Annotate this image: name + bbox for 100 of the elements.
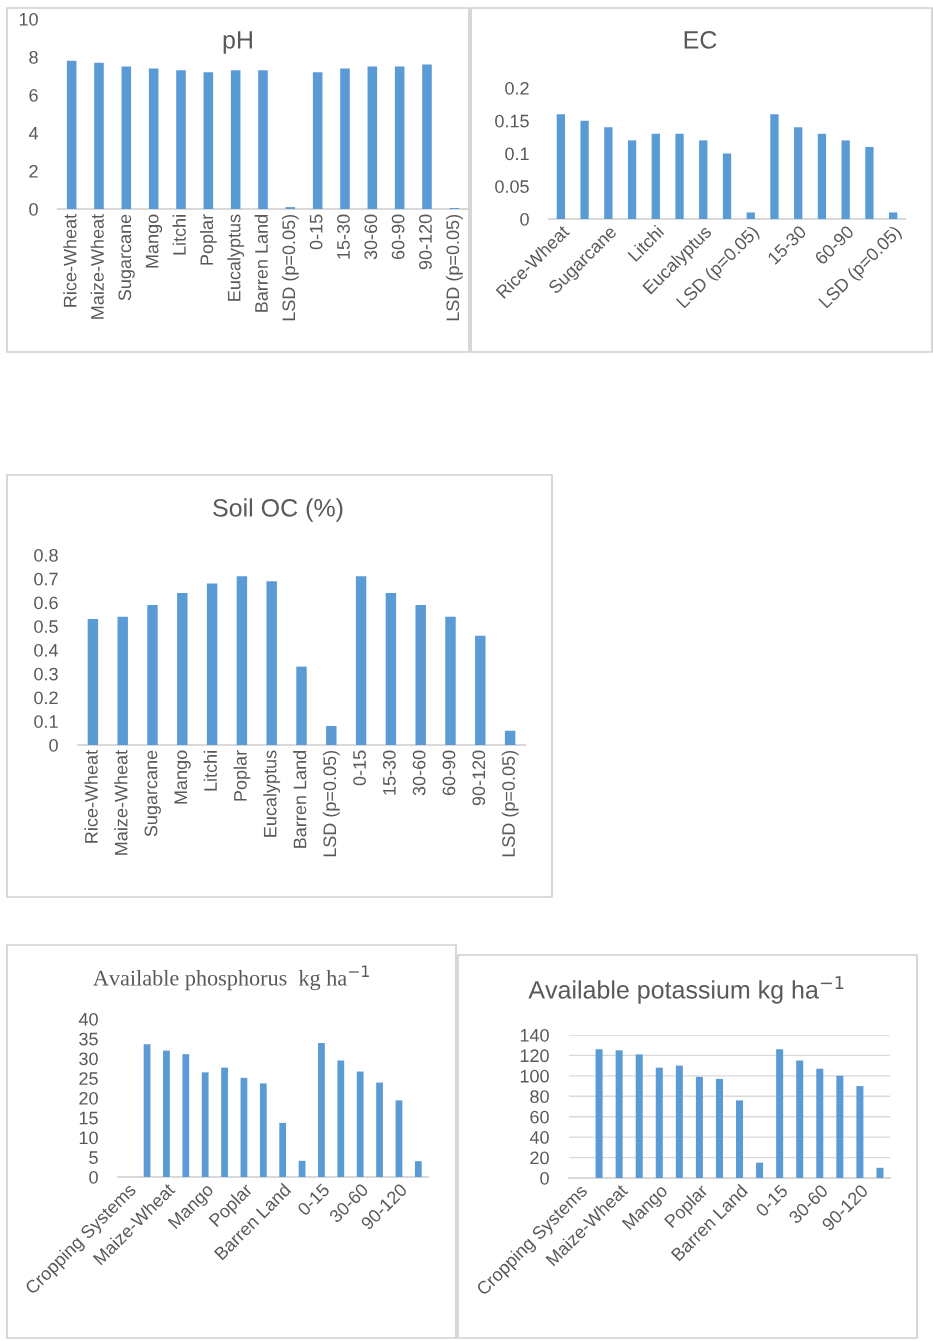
bar xyxy=(206,583,218,745)
bar xyxy=(756,1162,764,1178)
chart-title: EC xyxy=(684,31,717,49)
bar xyxy=(836,1075,844,1178)
bar xyxy=(770,114,779,219)
bar xyxy=(87,619,99,745)
y-tick-label: 10 xyxy=(19,12,38,26)
y-tick-label: 0 xyxy=(29,202,38,216)
y-tick-label: 25 xyxy=(79,1072,98,1085)
bar xyxy=(367,66,378,209)
x-tick-label: LSD (p=0.05) xyxy=(322,750,340,857)
y-tick-label: 0.4 xyxy=(34,643,59,657)
x-tick-label: Maize-Wheat xyxy=(90,213,104,319)
bar xyxy=(655,1067,663,1178)
y-tick-label: 40 xyxy=(78,1012,98,1026)
x-tick-label: 90-120 xyxy=(419,214,432,270)
bar xyxy=(635,1054,643,1178)
bar xyxy=(475,635,486,745)
x-tick-label: 30-60 xyxy=(412,750,426,796)
bar xyxy=(340,68,350,209)
y-tick-label: 0.15 xyxy=(495,114,529,128)
y-tick-label: 35 xyxy=(79,1032,98,1046)
chart-title: Available potassium kg ha$^{−1}$ xyxy=(528,976,844,1004)
bar xyxy=(841,140,850,219)
bar xyxy=(337,1060,345,1177)
y-tick-label: 0.6 xyxy=(34,596,58,610)
y-tick-label: 60 xyxy=(530,1110,549,1124)
x-tick-label: Sugarcane xyxy=(144,750,161,837)
y-tick-label: 0.1 xyxy=(34,715,58,728)
bar xyxy=(675,1065,683,1178)
x-tick-label: Barren Land xyxy=(254,215,268,312)
x-tick-label: LSD (p=0.05) xyxy=(281,214,299,321)
x-tick-label: 60-90 xyxy=(391,214,405,260)
bar xyxy=(776,1049,784,1178)
x-tick-label: 0-15 xyxy=(353,750,366,786)
bar xyxy=(699,140,708,219)
bar xyxy=(796,1060,804,1178)
bar xyxy=(595,1049,603,1178)
bar xyxy=(258,70,268,209)
bar xyxy=(794,127,803,219)
y-tick-label: 5 xyxy=(89,1151,98,1164)
chart-title: Available phosphorus kg ha$^{−1}$ xyxy=(93,965,369,991)
x-tick-label: 60-90 xyxy=(442,750,456,796)
bar xyxy=(715,1078,723,1178)
bar xyxy=(722,153,732,219)
x-tick-label: 15-30 xyxy=(337,214,350,259)
chart-title: pH xyxy=(223,31,252,54)
x-tick-label: Rice-Wheat xyxy=(63,213,77,307)
x-tick-label: Rice-Wheat xyxy=(84,749,98,843)
y-tick-label: 0 xyxy=(520,212,529,226)
x-tick-label: LSD (p=0.05) xyxy=(445,214,463,321)
bar xyxy=(445,616,456,745)
bar xyxy=(422,64,432,209)
bar xyxy=(394,66,405,209)
bar xyxy=(414,1161,422,1177)
y-tick-label: 0.7 xyxy=(34,572,58,586)
y-tick-label: 10 xyxy=(79,1131,98,1145)
bar xyxy=(177,593,188,745)
y-tick-label: 120 xyxy=(520,1049,549,1063)
y-tick-label: 0.2 xyxy=(34,691,58,705)
x-tick-label: 15-30 xyxy=(382,750,396,795)
bar xyxy=(865,146,874,219)
bar xyxy=(376,1082,383,1177)
x-tick-label: 30-60 xyxy=(364,214,378,260)
bar xyxy=(259,1083,267,1177)
bar xyxy=(695,1076,703,1178)
bar xyxy=(221,1067,228,1177)
bar xyxy=(736,1100,744,1178)
y-tick-label: 8 xyxy=(29,50,38,64)
bar xyxy=(203,72,214,209)
bar xyxy=(148,68,159,209)
x-tick-label: Poplar xyxy=(199,214,217,265)
bar xyxy=(556,114,566,219)
bar xyxy=(182,1054,190,1177)
x-tick-label: Sugarcane xyxy=(118,214,135,301)
bar xyxy=(318,1043,325,1177)
bar xyxy=(816,1068,824,1178)
bar xyxy=(163,1050,170,1177)
x-tick-label: Mango xyxy=(145,214,163,268)
x-tick-label: LSD (p=0.05) xyxy=(501,750,519,857)
bar xyxy=(604,127,613,219)
bar xyxy=(651,133,660,219)
bar xyxy=(627,140,637,219)
bar xyxy=(615,1050,623,1178)
bar xyxy=(856,1086,864,1178)
bar xyxy=(296,666,307,745)
bar xyxy=(356,1071,364,1177)
bar xyxy=(147,604,158,745)
bar xyxy=(312,72,323,209)
y-tick-label: 100 xyxy=(520,1069,549,1083)
x-tick-label: Litchi xyxy=(203,751,217,791)
y-tick-label: 0.8 xyxy=(34,548,58,562)
bar xyxy=(94,62,104,209)
chart-title: Soil OC (%) xyxy=(213,498,343,522)
bar xyxy=(817,133,827,219)
x-tick-label: Barren Land xyxy=(293,751,307,848)
y-tick-label: 20 xyxy=(530,1151,549,1165)
bar xyxy=(888,212,898,219)
y-tick-label: 4 xyxy=(28,127,39,140)
y-tick-label: 80 xyxy=(530,1090,549,1104)
